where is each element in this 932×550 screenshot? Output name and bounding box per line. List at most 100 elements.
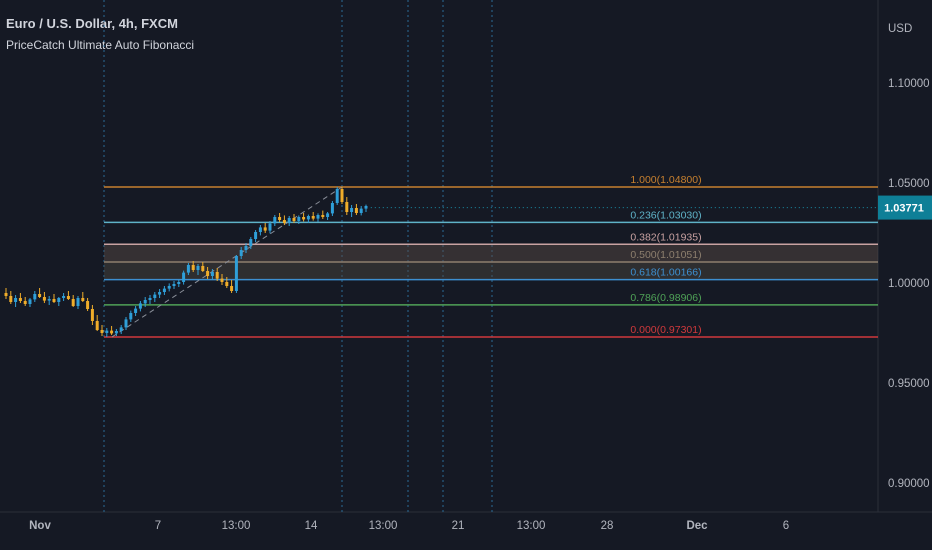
candle-body-41 bbox=[201, 266, 205, 271]
candle-body-75 bbox=[364, 206, 368, 209]
candle-body-1 bbox=[9, 296, 13, 302]
candle-body-67 bbox=[326, 213, 330, 217]
candle-body-19 bbox=[95, 321, 99, 330]
candle-body-29 bbox=[143, 300, 147, 304]
candle-body-17 bbox=[86, 301, 90, 309]
candle-body-74 bbox=[359, 208, 363, 213]
candle-body-36 bbox=[177, 282, 181, 284]
candle-body-32 bbox=[158, 292, 162, 295]
y-tick-label-1: 1.05000 bbox=[888, 178, 930, 190]
fib-label-6: 0.000(0.97301) bbox=[630, 324, 701, 336]
last-price-value: 1.03771 bbox=[884, 203, 924, 215]
candle-body-56 bbox=[273, 217, 277, 224]
x-tick-label-4: 13:00 bbox=[369, 520, 398, 532]
candle-body-72 bbox=[350, 208, 354, 212]
candle-body-10 bbox=[52, 299, 56, 302]
fib-anchor-line bbox=[111, 186, 343, 338]
candle-body-4 bbox=[23, 301, 27, 304]
x-tick-label-3: 14 bbox=[305, 520, 318, 532]
candle-body-70 bbox=[340, 189, 344, 202]
candle-body-14 bbox=[71, 299, 75, 306]
candle-body-7 bbox=[38, 294, 42, 297]
candle-body-50 bbox=[244, 246, 248, 250]
candle-body-44 bbox=[215, 272, 219, 279]
indicator-name[interactable]: PriceCatch Ultimate Auto Fibonacci bbox=[6, 38, 195, 52]
candle-body-33 bbox=[162, 288, 166, 292]
candle-body-58 bbox=[282, 220, 286, 223]
candle-body-24 bbox=[119, 327, 123, 331]
candle-body-43 bbox=[210, 272, 214, 276]
candle-body-28 bbox=[138, 303, 142, 309]
candle-body-12 bbox=[62, 296, 66, 298]
candle-body-54 bbox=[263, 227, 267, 231]
currency-label: USD bbox=[888, 23, 912, 35]
candle-body-38 bbox=[186, 265, 190, 273]
candle-body-16 bbox=[81, 298, 85, 301]
candle-body-31 bbox=[153, 294, 157, 298]
y-tick-label-4: 0.90000 bbox=[888, 478, 930, 490]
candle-body-64 bbox=[311, 216, 315, 219]
x-tick-label-7: 28 bbox=[601, 520, 614, 532]
y-tick-label-0: 1.10000 bbox=[888, 78, 930, 90]
x-tick-label-8: Dec bbox=[686, 520, 708, 532]
candle-body-51 bbox=[249, 239, 253, 246]
candle-body-20 bbox=[100, 330, 104, 333]
x-tick-label-2: 13:00 bbox=[222, 520, 251, 532]
candle-body-65 bbox=[316, 215, 320, 219]
last-price-badge[interactable] bbox=[878, 195, 932, 220]
candle-body-13 bbox=[66, 296, 70, 299]
candle-body-34 bbox=[167, 286, 171, 289]
candle-body-45 bbox=[220, 278, 224, 282]
x-tick-label-0: Nov bbox=[29, 520, 51, 532]
candle-body-62 bbox=[302, 217, 306, 220]
candle-body-8 bbox=[42, 297, 46, 301]
fib-zone-lower bbox=[104, 261, 878, 280]
candle-body-46 bbox=[225, 282, 229, 286]
candle-body-0 bbox=[4, 293, 8, 296]
candle-body-11 bbox=[57, 298, 61, 302]
candle-body-2 bbox=[14, 298, 18, 302]
candle-body-57 bbox=[278, 217, 282, 220]
candle-body-55 bbox=[268, 223, 272, 231]
fib-label-4: 0.618(1.00166) bbox=[630, 267, 701, 279]
candle-body-22 bbox=[110, 330, 114, 334]
candle-body-35 bbox=[172, 284, 176, 286]
candle-body-47 bbox=[230, 286, 234, 291]
y-tick-label-2: 1.00000 bbox=[888, 278, 930, 290]
y-tick-label-3: 0.95000 bbox=[888, 378, 930, 390]
x-tick-label-1: 7 bbox=[155, 520, 161, 532]
candle-body-61 bbox=[297, 217, 301, 221]
candle-body-63 bbox=[306, 216, 310, 220]
candle-body-5 bbox=[28, 299, 32, 304]
candle-body-73 bbox=[354, 208, 358, 213]
symbol-title[interactable]: Euro / U.S. Dollar, 4h, FXCM bbox=[6, 16, 178, 31]
candle-body-59 bbox=[287, 218, 291, 223]
candle-body-71 bbox=[345, 202, 349, 212]
candle-body-25 bbox=[124, 319, 128, 328]
candle-body-15 bbox=[76, 298, 80, 306]
candle-body-21 bbox=[105, 330, 109, 333]
candle-body-60 bbox=[292, 218, 296, 221]
fib-label-5: 0.786(0.98906) bbox=[630, 292, 701, 304]
candle-body-18 bbox=[90, 309, 94, 321]
candle-body-9 bbox=[47, 299, 51, 301]
x-tick-label-6: 13:00 bbox=[517, 520, 546, 532]
candle-body-6 bbox=[33, 294, 37, 300]
candle-body-39 bbox=[191, 265, 195, 270]
candle-body-48 bbox=[234, 256, 238, 291]
candle-body-23 bbox=[114, 331, 118, 334]
candle-body-3 bbox=[18, 298, 22, 301]
candle-body-53 bbox=[258, 227, 262, 232]
candle-body-52 bbox=[254, 232, 258, 239]
fib-label-2: 0.382(1.01935) bbox=[630, 231, 701, 243]
candle-body-27 bbox=[134, 308, 138, 313]
candle-body-66 bbox=[321, 215, 325, 217]
fib-label-3: 0.500(1.01051) bbox=[630, 249, 701, 261]
candle-body-42 bbox=[206, 271, 210, 276]
fib-label-1: 0.236(1.03030) bbox=[630, 209, 701, 221]
candle-body-26 bbox=[129, 313, 133, 320]
fib-zone-upper bbox=[104, 244, 878, 262]
x-tick-label-5: 21 bbox=[452, 520, 465, 532]
